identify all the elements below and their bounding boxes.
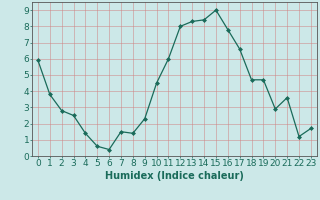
X-axis label: Humidex (Indice chaleur): Humidex (Indice chaleur) (105, 171, 244, 181)
